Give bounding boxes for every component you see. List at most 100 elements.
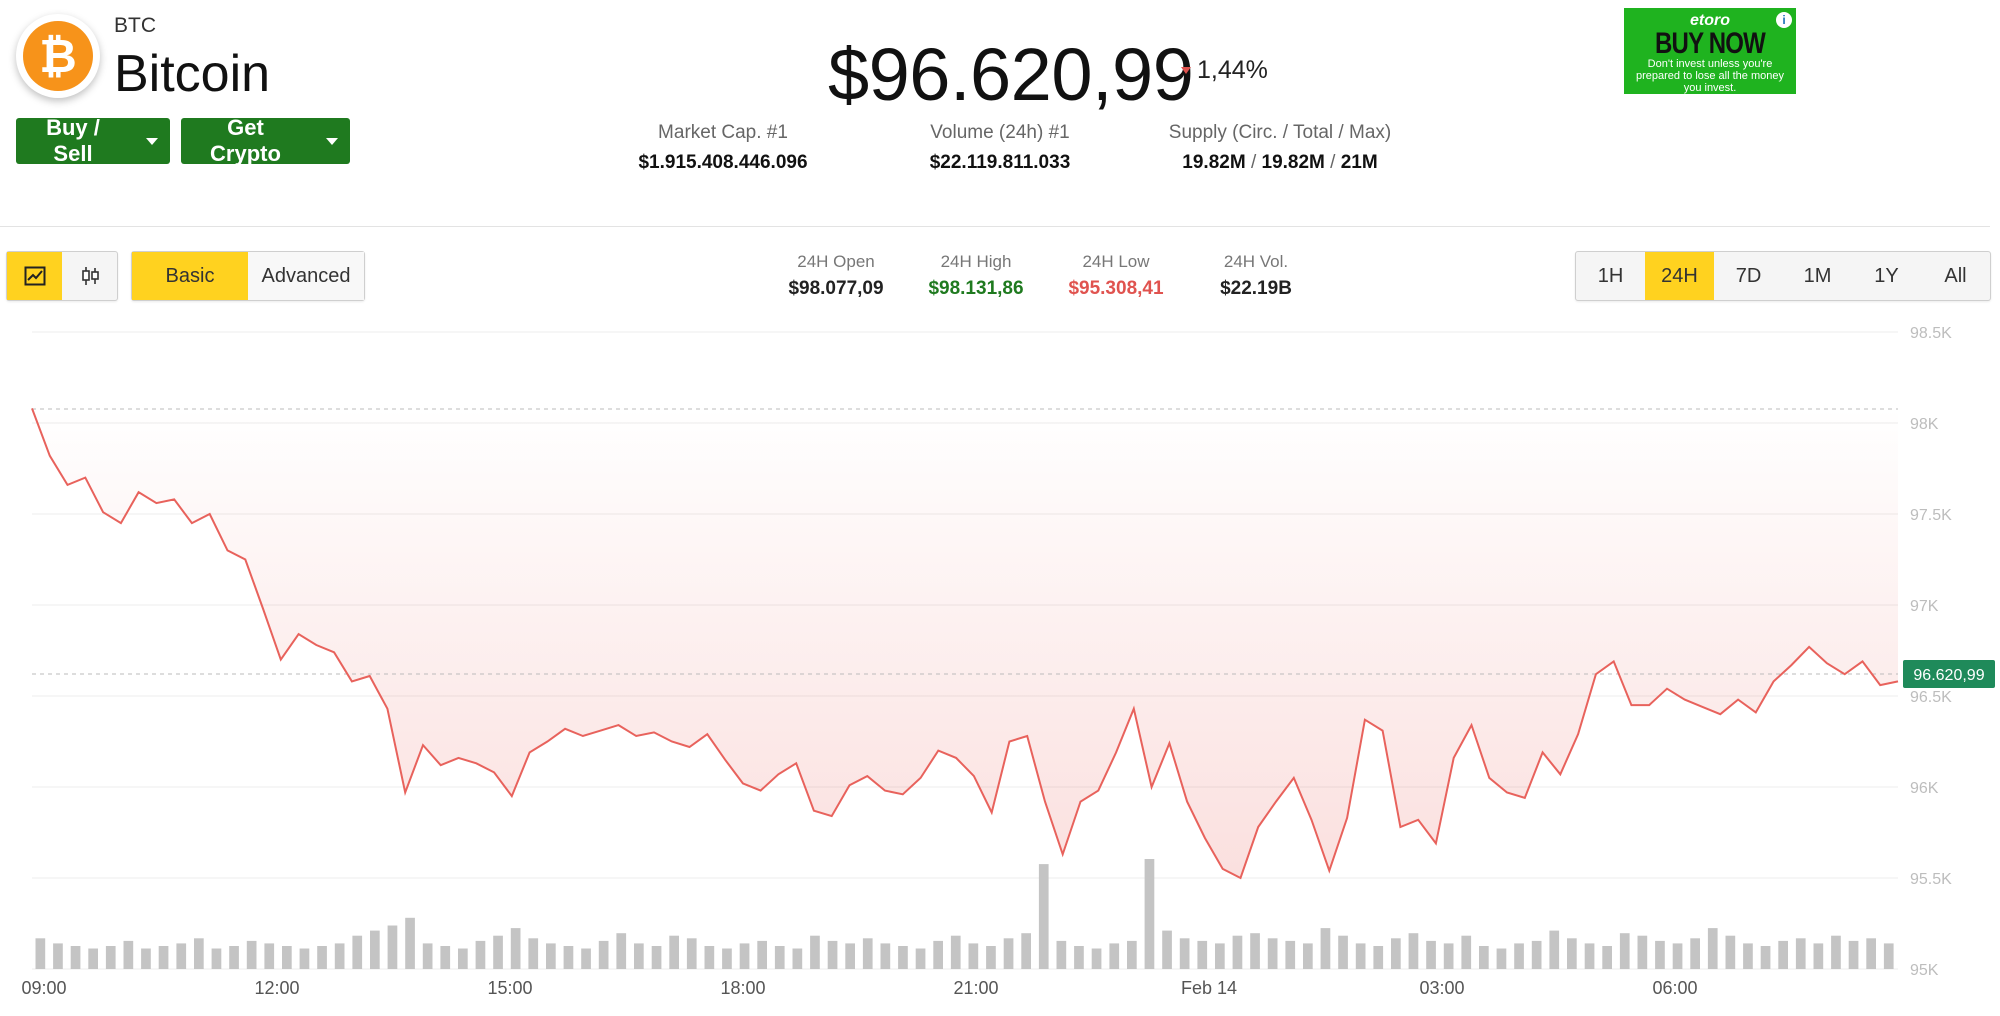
range-1y[interactable]: 1Y bbox=[1874, 264, 1899, 287]
coin-name: Bitcoin bbox=[114, 45, 271, 103]
volume-bar bbox=[1743, 943, 1753, 969]
supply-circ: 19.82M bbox=[1182, 152, 1246, 173]
x-tick-label: 15:00 bbox=[487, 978, 532, 998]
high-label: 24H High bbox=[940, 252, 1012, 271]
volume-bar bbox=[722, 948, 732, 969]
volume-bar bbox=[669, 935, 679, 969]
volume-bar bbox=[1496, 948, 1507, 969]
etoro-ad-banner[interactable]: i etoro BUY NOW Don't invest unless you'… bbox=[1624, 8, 1796, 94]
volume-bar bbox=[1303, 943, 1313, 969]
volume-bar bbox=[1038, 864, 1049, 969]
volume-bar bbox=[1866, 938, 1876, 969]
range-7d[interactable]: 7D bbox=[1735, 264, 1762, 287]
mode-advanced-button[interactable]: Advanced bbox=[248, 252, 364, 300]
volume-bar bbox=[1391, 938, 1401, 969]
volume-bar bbox=[1443, 943, 1454, 969]
candlestick-button[interactable] bbox=[62, 252, 117, 300]
volume-bar bbox=[493, 935, 503, 969]
x-axis: 09:00 12:00 15:00 18:00 21:00 Feb 14 03:00 06:0… bbox=[21, 978, 1697, 998]
volume-bar bbox=[1760, 946, 1771, 969]
volume-bar bbox=[968, 943, 979, 969]
line-chart-button[interactable] bbox=[7, 252, 62, 300]
volume-bar bbox=[1074, 946, 1084, 969]
buy-sell-button[interactable]: Buy / Sell bbox=[16, 115, 170, 166]
volume-bar bbox=[1883, 943, 1894, 969]
bitcoin-icon: ₿ bbox=[23, 21, 93, 91]
volume-bar bbox=[1672, 943, 1683, 969]
market-cap-stat: Market Cap. #1 $1.915.408.446.096 bbox=[618, 122, 828, 174]
volume-bar bbox=[1848, 940, 1859, 969]
volume-bar bbox=[1531, 940, 1542, 969]
range-1h[interactable]: 1H bbox=[1597, 264, 1624, 287]
volume-bar bbox=[986, 946, 996, 969]
supply-label: Supply (Circ. / Total / Max) bbox=[1168, 122, 1392, 143]
volume-bar bbox=[1426, 940, 1436, 969]
volume-bar bbox=[862, 938, 873, 969]
volume-bar bbox=[458, 948, 468, 969]
volume-bar bbox=[598, 940, 609, 969]
volume-bar bbox=[282, 946, 292, 969]
open-value: $98.077,09 bbox=[788, 278, 884, 299]
y-tick-label: 95.5K bbox=[1910, 871, 1952, 888]
y-tick-label: 95K bbox=[1910, 962, 1939, 979]
y-tick-label: 98.5K bbox=[1910, 325, 1952, 342]
volume-bar bbox=[141, 948, 151, 969]
volume-bar bbox=[1637, 935, 1648, 969]
volume-bar bbox=[510, 928, 521, 969]
volume-stat: Volume (24h) #1 $22.119.811.033 bbox=[900, 122, 1100, 174]
volume-bar bbox=[1373, 946, 1384, 969]
volume-bar bbox=[158, 946, 169, 969]
y-tick-label: 97K bbox=[1910, 598, 1939, 615]
x-tick-label: 12:00 bbox=[254, 978, 299, 998]
volume-bar bbox=[246, 940, 257, 969]
volume-bars bbox=[35, 859, 1894, 969]
market-cap-label: Market Cap. #1 bbox=[658, 122, 788, 143]
vol-value: $22.19B bbox=[1220, 278, 1292, 299]
x-tick-label: 21:00 bbox=[953, 978, 998, 998]
volume-bar bbox=[176, 943, 187, 969]
coin-logo: ₿ bbox=[16, 14, 100, 98]
time-range-selector: 1H 24H 7D 1M 1Y All bbox=[1575, 251, 1991, 301]
high-value: $98.131,86 bbox=[928, 278, 1024, 299]
volume-bar bbox=[1602, 946, 1612, 969]
volume-bar bbox=[1408, 933, 1419, 969]
price-line bbox=[31, 408, 1899, 880]
supply-stat: Supply (Circ. / Total / Max) 19.82M / 19… bbox=[1140, 122, 1420, 174]
volume-bar bbox=[581, 948, 591, 969]
volume-bar bbox=[1338, 935, 1348, 969]
chart-type-toggle bbox=[6, 251, 118, 301]
price-chart[interactable]: 98.5K 98K 97.5K 97K 96.5K 96K 95.5K 95K 09:00 12… bbox=[0, 318, 2000, 1008]
range-all[interactable]: All bbox=[1944, 264, 1967, 287]
volume-bar bbox=[933, 940, 943, 969]
volume-bar bbox=[528, 938, 539, 969]
volume-bar bbox=[1479, 946, 1489, 969]
volume-bar bbox=[53, 943, 63, 969]
info-icon[interactable]: i bbox=[1776, 12, 1792, 28]
volume-bar bbox=[387, 925, 398, 969]
range-1m[interactable]: 1M bbox=[1803, 264, 1832, 287]
volume-bar bbox=[1285, 940, 1296, 969]
volume-bar bbox=[229, 946, 239, 969]
volume-bar bbox=[1109, 943, 1120, 969]
volume-bar bbox=[334, 943, 345, 969]
supply-value: 19.82M / 19.82M / 21M bbox=[1182, 152, 1378, 173]
current-price-tag: 96.620,99 bbox=[1903, 659, 1995, 688]
header-divider bbox=[0, 226, 1990, 227]
y-tick-label: 96K bbox=[1910, 780, 1939, 797]
volume-bar bbox=[123, 940, 134, 969]
get-crypto-button[interactable]: Get Crypto bbox=[181, 115, 350, 166]
volume-bar bbox=[1320, 928, 1331, 969]
volume-bar bbox=[1232, 935, 1243, 969]
volume-bar bbox=[264, 943, 275, 969]
volume-bar bbox=[1584, 943, 1595, 969]
volume-bar bbox=[1690, 938, 1700, 969]
mode-basic-button[interactable]: Basic bbox=[132, 252, 248, 300]
volume-bar bbox=[299, 948, 310, 969]
coin-symbol: BTC bbox=[114, 14, 156, 37]
x-tick-label: 06:00 bbox=[1652, 978, 1697, 998]
volume-bar bbox=[1267, 938, 1278, 969]
volume-bar bbox=[563, 946, 574, 969]
volume-bar bbox=[1003, 938, 1014, 969]
range-24h[interactable]: 24H bbox=[1645, 252, 1714, 300]
volume-bar bbox=[739, 943, 750, 969]
